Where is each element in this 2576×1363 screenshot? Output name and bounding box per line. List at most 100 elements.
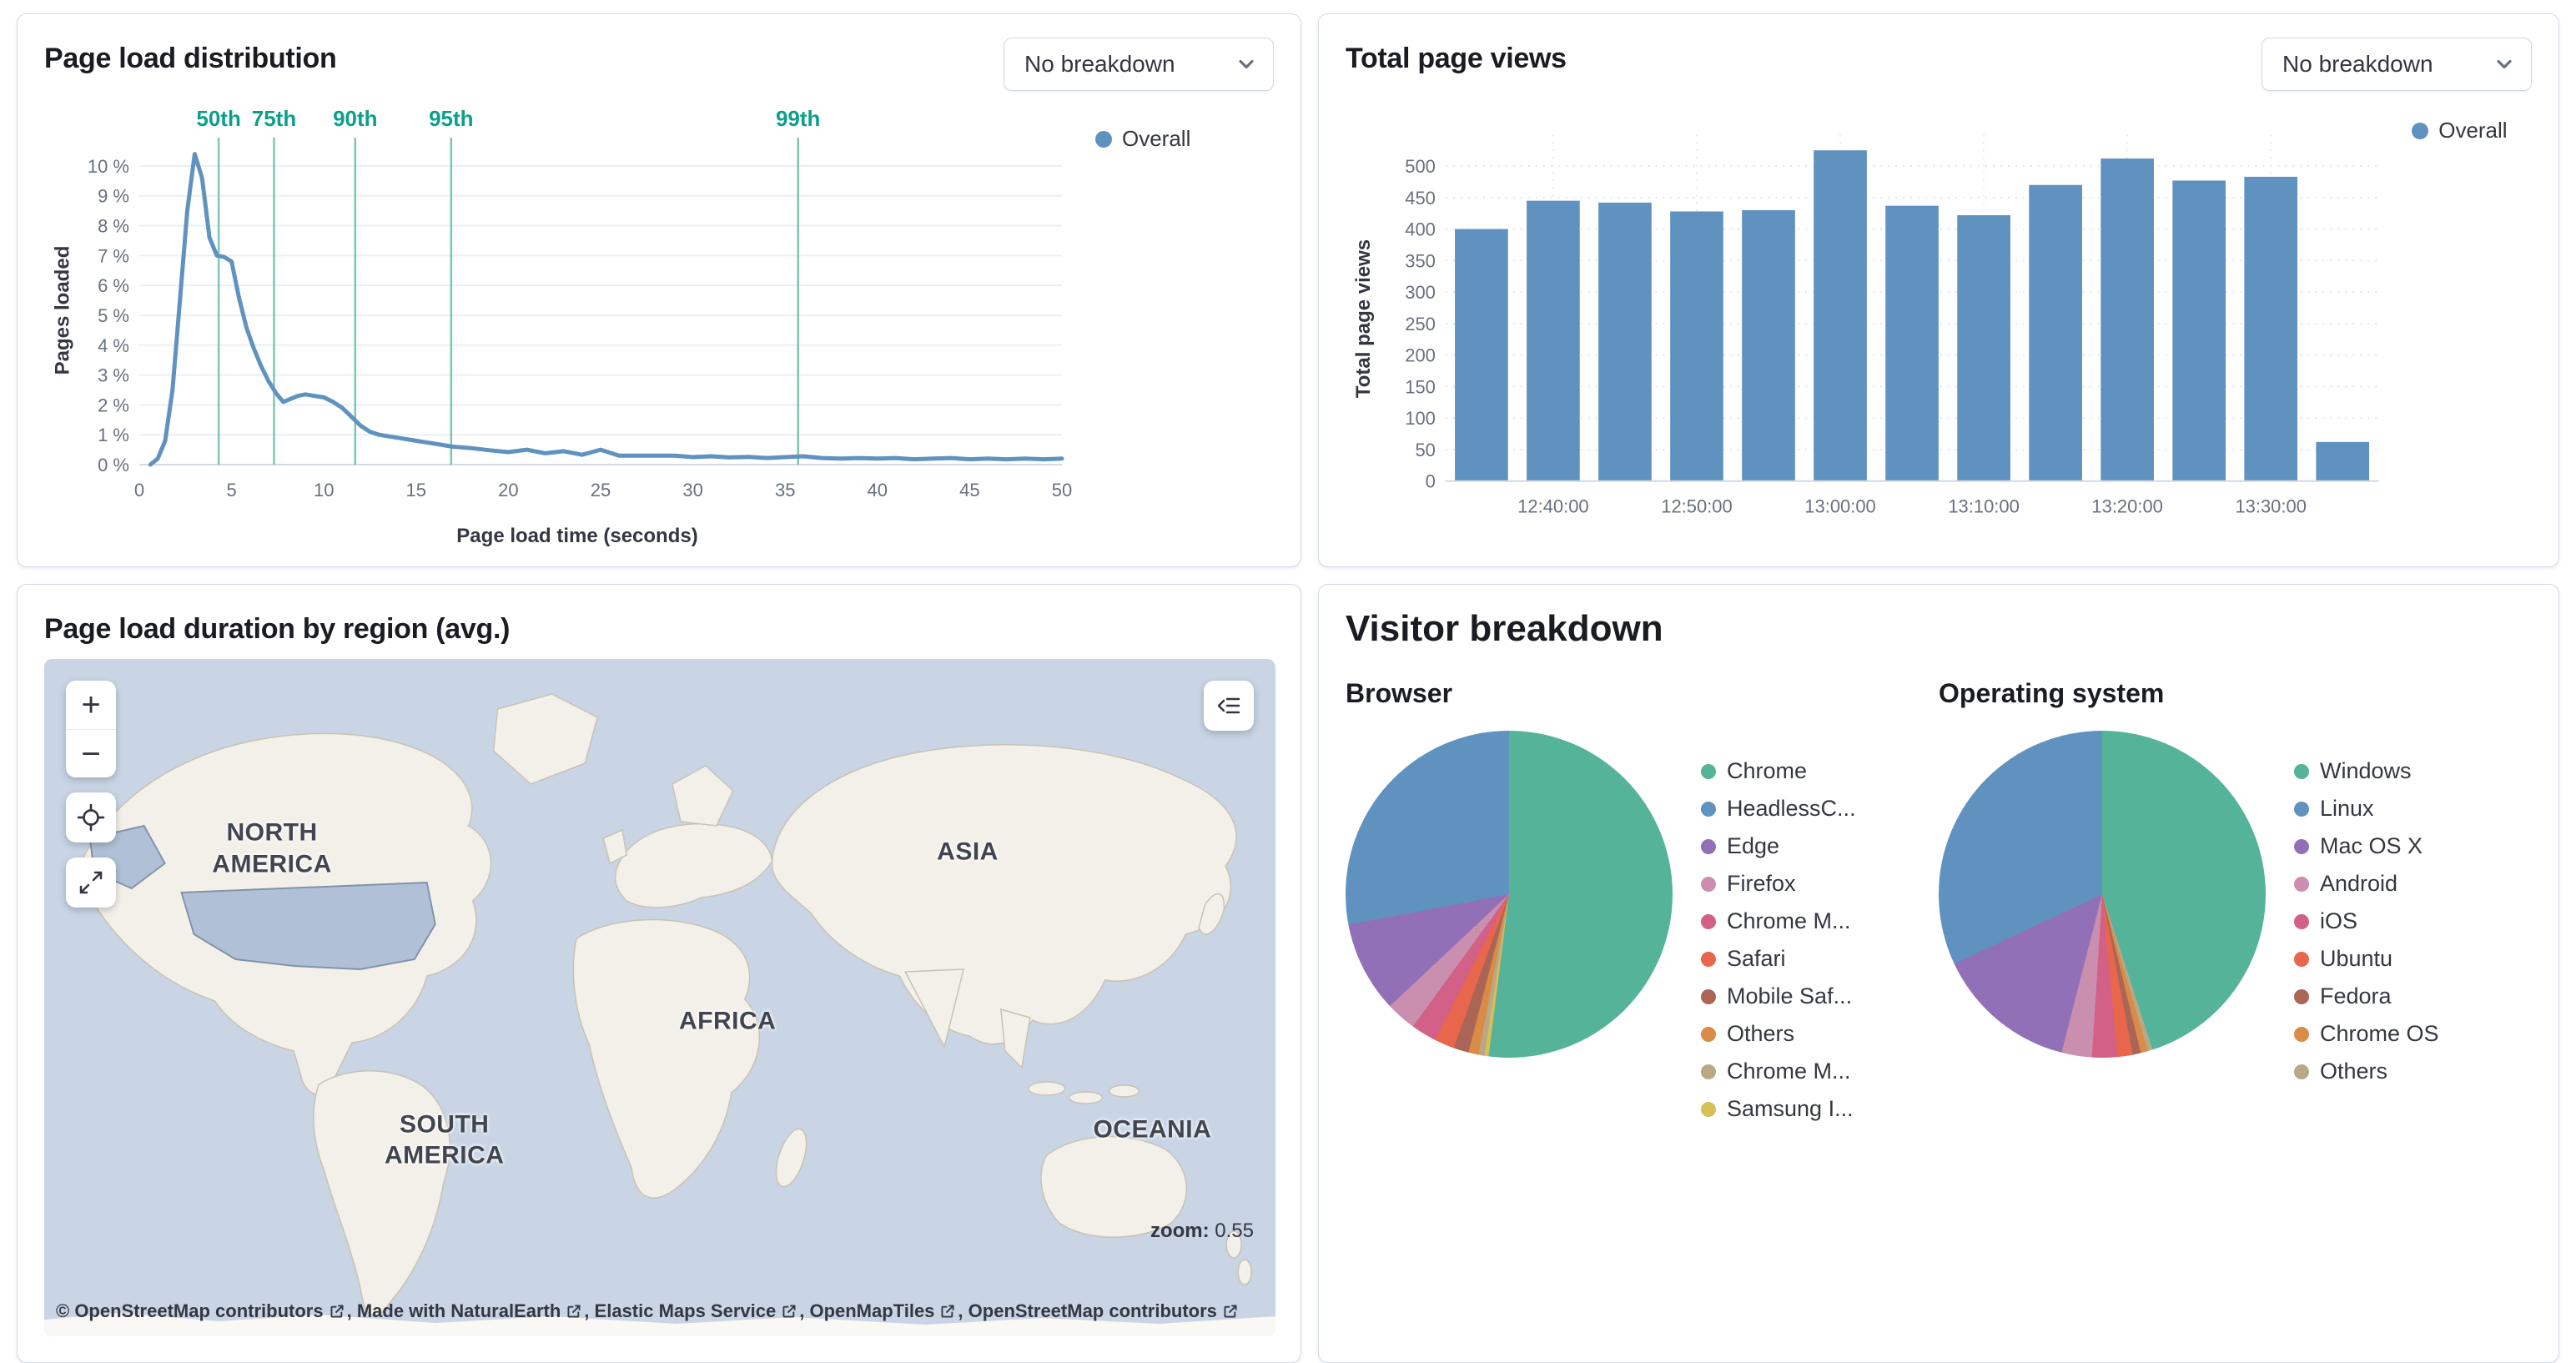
attribution-link[interactable]: © OpenStreetMap contributors — [56, 1300, 324, 1322]
legend-swatch — [1701, 1101, 1716, 1117]
legend-item[interactable]: Chrome M... — [1701, 903, 1856, 940]
svg-text:300: 300 — [1405, 282, 1436, 303]
legend-item[interactable]: Mac OS X — [2294, 827, 2439, 865]
svg-text:50: 50 — [1415, 440, 1435, 460]
legend-label: HeadlessC... — [1727, 796, 1856, 821]
legend-swatch — [2294, 838, 2309, 854]
legend-item[interactable]: Chrome M... — [1701, 1053, 1856, 1090]
page-load-distribution-chart[interactable]: 0 % 1 % 2 % 3 % 4 % 5 % 6 % 7 % 8 % 9 % 10 % 0 5 10 15… — [81, 98, 1074, 523]
legend-swatch — [1701, 801, 1716, 817]
page-title: Page load duration by region (avg.) — [44, 613, 511, 645]
svg-text:50: 50 — [1052, 480, 1072, 500]
legend-item[interactable]: Linux — [2294, 790, 2439, 827]
external-link-icon — [782, 1305, 796, 1318]
legend-swatch — [1701, 838, 1716, 854]
map-label-north-america: NORTH AMERICA — [212, 818, 332, 878]
map-fullscreen-button[interactable] — [66, 858, 116, 908]
legend-swatch — [1095, 130, 1112, 148]
attribution-separator: , — [584, 1300, 595, 1322]
attribution-separator: , — [346, 1300, 357, 1322]
legend-label: Chrome M... — [1727, 908, 1851, 933]
legend-item[interactable]: Fedora — [2294, 978, 2439, 1015]
legend-label: Ubuntu — [2320, 946, 2393, 971]
legend-swatch — [2294, 801, 2309, 817]
page-title: Total page views — [1346, 43, 1567, 74]
svg-text:400: 400 — [1405, 219, 1436, 240]
svg-text:100: 100 — [1405, 408, 1436, 429]
x-axis-title: Page load time (seconds) — [456, 525, 698, 547]
svg-text:0: 0 — [1426, 471, 1436, 492]
legend-item[interactable]: Chrome OS — [2294, 1015, 2439, 1053]
svg-text:20: 20 — [498, 480, 518, 500]
breakdown-select[interactable]: No breakdown — [1004, 38, 1274, 91]
map-zoom-indicator: zoom: 0.55 — [1150, 1220, 1254, 1243]
legend-item[interactable]: Edge — [1701, 827, 1856, 865]
legend-item-overall[interactable]: Overall — [1095, 126, 1274, 152]
svg-text:99th: 99th — [776, 106, 820, 131]
legend-label: Others — [2320, 1059, 2388, 1084]
legend-item[interactable]: Chrome — [1701, 752, 1856, 790]
legend-item[interactable]: Windows — [2294, 752, 2439, 790]
legend-item[interactable]: Others — [2294, 1053, 2439, 1090]
panel-header: Total page views No breakdown — [1346, 38, 2532, 91]
legend-label: iOS — [2320, 908, 2358, 933]
legend-item[interactable]: Android — [2294, 865, 2439, 903]
breakdown-select[interactable]: No breakdown — [2262, 38, 2532, 91]
svg-text:10: 10 — [314, 480, 334, 500]
map-legend-collapse-button[interactable] — [1204, 681, 1254, 731]
chart-area: Pages loaded 0 % 1 % 2 % 3 % 4 % 5 % 6 % 7 % 8 %… — [44, 98, 1274, 523]
attribution-link[interactable]: OpenMapTiles — [809, 1300, 935, 1322]
legend-item[interactable]: Ubuntu — [2294, 940, 2439, 978]
map-zoom-out-button[interactable]: − — [66, 729, 116, 777]
zoom-value: 0.55 — [1215, 1220, 1254, 1242]
legend-label: Android — [2320, 871, 2398, 896]
browser-pie-chart[interactable] — [1346, 731, 1673, 1058]
attribution-link[interactable]: Made with NaturalEarth — [356, 1300, 561, 1322]
os-breakdown: Operating system Windows Linux Mac OS X And… — [1939, 678, 2532, 1128]
zoom-label: zoom: — [1150, 1220, 1210, 1242]
world-map[interactable]: NORTH AMERICA SOUTH AMERICA AFRICA ASIA … — [44, 659, 1275, 1336]
map-attribution: © OpenStreetMap contributors, Made with … — [44, 1290, 1275, 1336]
legend-swatch — [2294, 951, 2309, 967]
svg-text:0 %: 0 % — [98, 455, 129, 475]
map-locate-button[interactable] — [66, 792, 116, 842]
legend-swatch — [1701, 1064, 1716, 1079]
svg-text:12:50:00: 12:50:00 — [1661, 496, 1732, 517]
legend-item[interactable]: Safari — [1701, 940, 1856, 978]
legend-item[interactable]: Others — [1701, 1015, 1856, 1053]
legend-swatch — [2294, 876, 2309, 892]
legend-label: Linux — [2320, 796, 2374, 821]
legend-item[interactable]: iOS — [2294, 903, 2439, 940]
crosshair-icon — [77, 803, 105, 832]
legend-item-overall[interactable]: Overall — [2412, 118, 2532, 143]
legend-item[interactable]: HeadlessC... — [1701, 790, 1856, 827]
legend-swatch — [2294, 1064, 2309, 1079]
svg-text:5: 5 — [226, 480, 236, 500]
os-pie-chart[interactable] — [1939, 731, 2266, 1058]
map-label-africa: AFRICA — [679, 1007, 777, 1035]
svg-text:13:10:00: 13:10:00 — [1948, 496, 2019, 517]
world-map-svg — [44, 659, 1275, 1336]
legend-label: Chrome M... — [1727, 1059, 1851, 1084]
external-link-icon — [330, 1305, 344, 1318]
svg-text:6 %: 6 % — [98, 275, 129, 296]
svg-text:4 %: 4 % — [98, 335, 129, 356]
browser-legend: Chrome HeadlessC... Edge Firefox Chrome M...… — [1701, 752, 1856, 1128]
legend-label: Fedora — [2320, 983, 2392, 1008]
legend-label: Safari — [1727, 946, 1786, 971]
svg-text:90th: 90th — [333, 106, 377, 131]
attribution-link[interactable]: OpenStreetMap contributors — [968, 1300, 1217, 1322]
map-zoom-in-button[interactable]: + — [66, 681, 116, 729]
svg-text:95th: 95th — [429, 106, 473, 131]
attribution-link[interactable]: Elastic Maps Service — [594, 1300, 777, 1322]
svg-text:30: 30 — [682, 480, 702, 500]
total-page-views-chart[interactable]: 0 50 100 150 200 250 300 350 400 450 500 12:40:00 12… — [1382, 98, 2390, 540]
legend-swatch — [2412, 122, 2429, 139]
attribution-separator: , — [958, 1300, 969, 1322]
legend-item[interactable]: Mobile Saf... — [1701, 978, 1856, 1015]
svg-text:10 %: 10 % — [88, 156, 129, 177]
legend-item[interactable]: Samsung I... — [1701, 1090, 1856, 1128]
svg-text:5 %: 5 % — [98, 305, 129, 326]
chevron-down-icon — [1239, 59, 1254, 69]
legend-item[interactable]: Firefox — [1701, 865, 1856, 903]
